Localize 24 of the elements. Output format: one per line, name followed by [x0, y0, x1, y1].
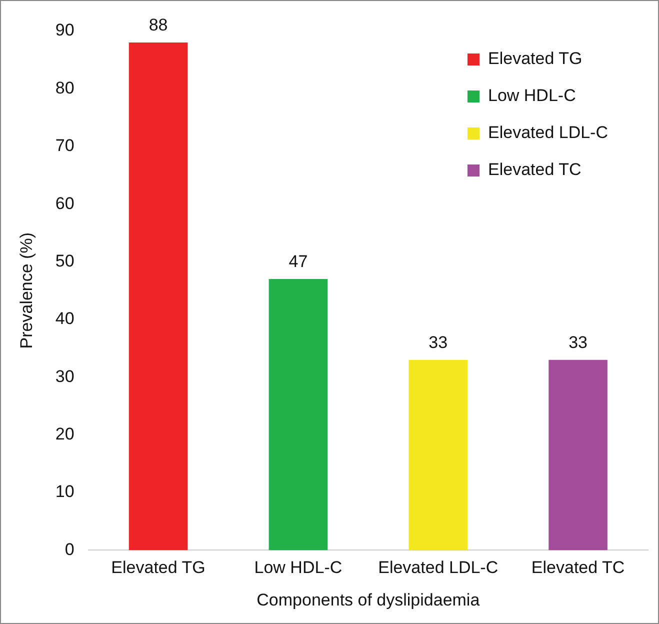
y-tick-label: 30 [55, 366, 74, 386]
y-tick-label: 70 [55, 136, 74, 156]
y-tick-label: 10 [55, 482, 74, 502]
data-label: 47 [288, 252, 308, 272]
x-axis-title: Components of dyslipidaemia [256, 590, 480, 610]
y-tick-label: 0 [64, 540, 74, 559]
data-label: 33 [568, 333, 588, 352]
y-axis-title: Prevalence (%) [16, 232, 36, 349]
legend-label: Low HDL-C [488, 86, 576, 106]
y-tick-label: 20 [55, 424, 74, 444]
x-tick-label: Elevated TG [111, 558, 206, 578]
y-tick-label: 90 [55, 20, 74, 40]
legend-label: Elevated TC [488, 160, 582, 180]
x-tick-label: Low HDL-C [254, 558, 342, 578]
x-tick-label: Elevated TC [531, 558, 625, 578]
data-label: 33 [428, 333, 448, 352]
legend-label: Elevated TG [488, 49, 582, 68]
y-tick-label: 80 [55, 78, 74, 98]
legend-label: Elevated LDL-C [488, 123, 608, 142]
data-label: 88 [148, 16, 168, 35]
y-tick-label: 50 [55, 251, 74, 270]
y-tick-label: 60 [55, 194, 74, 213]
y-tick-label: 40 [55, 309, 74, 328]
x-tick-label: Elevated LDL-C [378, 558, 498, 578]
